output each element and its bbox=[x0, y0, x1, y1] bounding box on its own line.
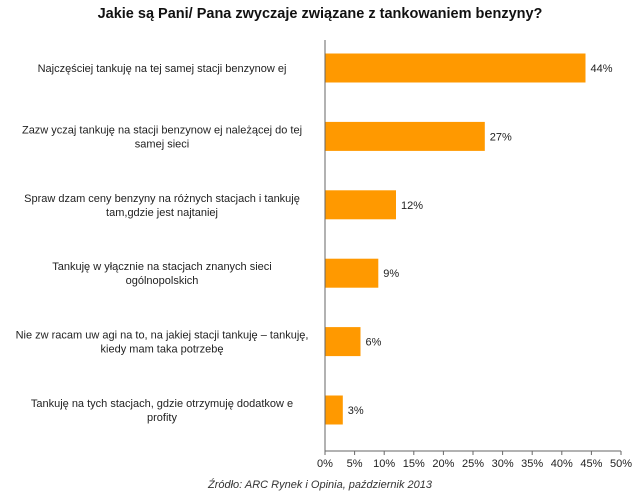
category-label-4: Tankuję w yłącznie na stacjach znanych s… bbox=[52, 261, 272, 287]
x-tick-label-5: 25% bbox=[462, 458, 484, 470]
x-tick-label-2: 10% bbox=[373, 458, 395, 470]
x-tick-label-0: 0% bbox=[317, 458, 333, 470]
bars-group bbox=[325, 53, 586, 425]
category-labels-group: Najczęściej tankuję na tej samej stacji … bbox=[16, 63, 309, 424]
x-tick-label-8: 40% bbox=[551, 458, 573, 470]
bar-5 bbox=[325, 327, 361, 357]
data-label-1: 44% bbox=[591, 63, 613, 75]
data-label-3: 12% bbox=[401, 200, 423, 212]
x-axis: 0% 5% 10% 15% 20% 25% 30% 35% 40% 45% 50% bbox=[317, 40, 632, 470]
chart-title: Jakie są Pani/ Pana zwyczaje związane z … bbox=[97, 6, 543, 22]
data-labels-group: 44% 27% 12% 9% 6% 3% bbox=[348, 63, 613, 417]
x-tick-label-1: 5% bbox=[347, 458, 363, 470]
data-label-6: 3% bbox=[348, 405, 364, 417]
bar-2 bbox=[325, 121, 485, 151]
bar-1 bbox=[325, 53, 586, 83]
x-tick-label-10: 50% bbox=[610, 458, 632, 470]
data-label-4: 9% bbox=[383, 268, 399, 280]
bar-3 bbox=[325, 190, 396, 220]
x-tick-label-9: 45% bbox=[580, 458, 602, 470]
category-label-5: Nie zw racam uw agi na to, na jakiej sta… bbox=[16, 330, 309, 356]
category-label-2: Zazw yczaj tankuję na stacji benzynow ej… bbox=[22, 124, 302, 150]
x-tick-label-4: 20% bbox=[432, 458, 454, 470]
category-label-1: Najczęściej tankuję na tej samej stacji … bbox=[38, 63, 287, 75]
bar-4 bbox=[325, 258, 379, 288]
bar-6 bbox=[325, 395, 343, 425]
x-tick-label-6: 30% bbox=[492, 458, 514, 470]
x-tick-label-7: 35% bbox=[521, 458, 543, 470]
category-label-6: Tankuję na tych stacjach, gdzie otrzymuj… bbox=[31, 398, 293, 424]
x-tick-label-3: 15% bbox=[403, 458, 425, 470]
data-label-5: 6% bbox=[366, 337, 382, 349]
category-label-3: Spraw dzam ceny benzyny na różnych stacj… bbox=[24, 193, 300, 219]
data-label-2: 27% bbox=[490, 131, 512, 143]
source-note: Źródło: ARC Rynek i Opinia, październik … bbox=[208, 479, 432, 491]
